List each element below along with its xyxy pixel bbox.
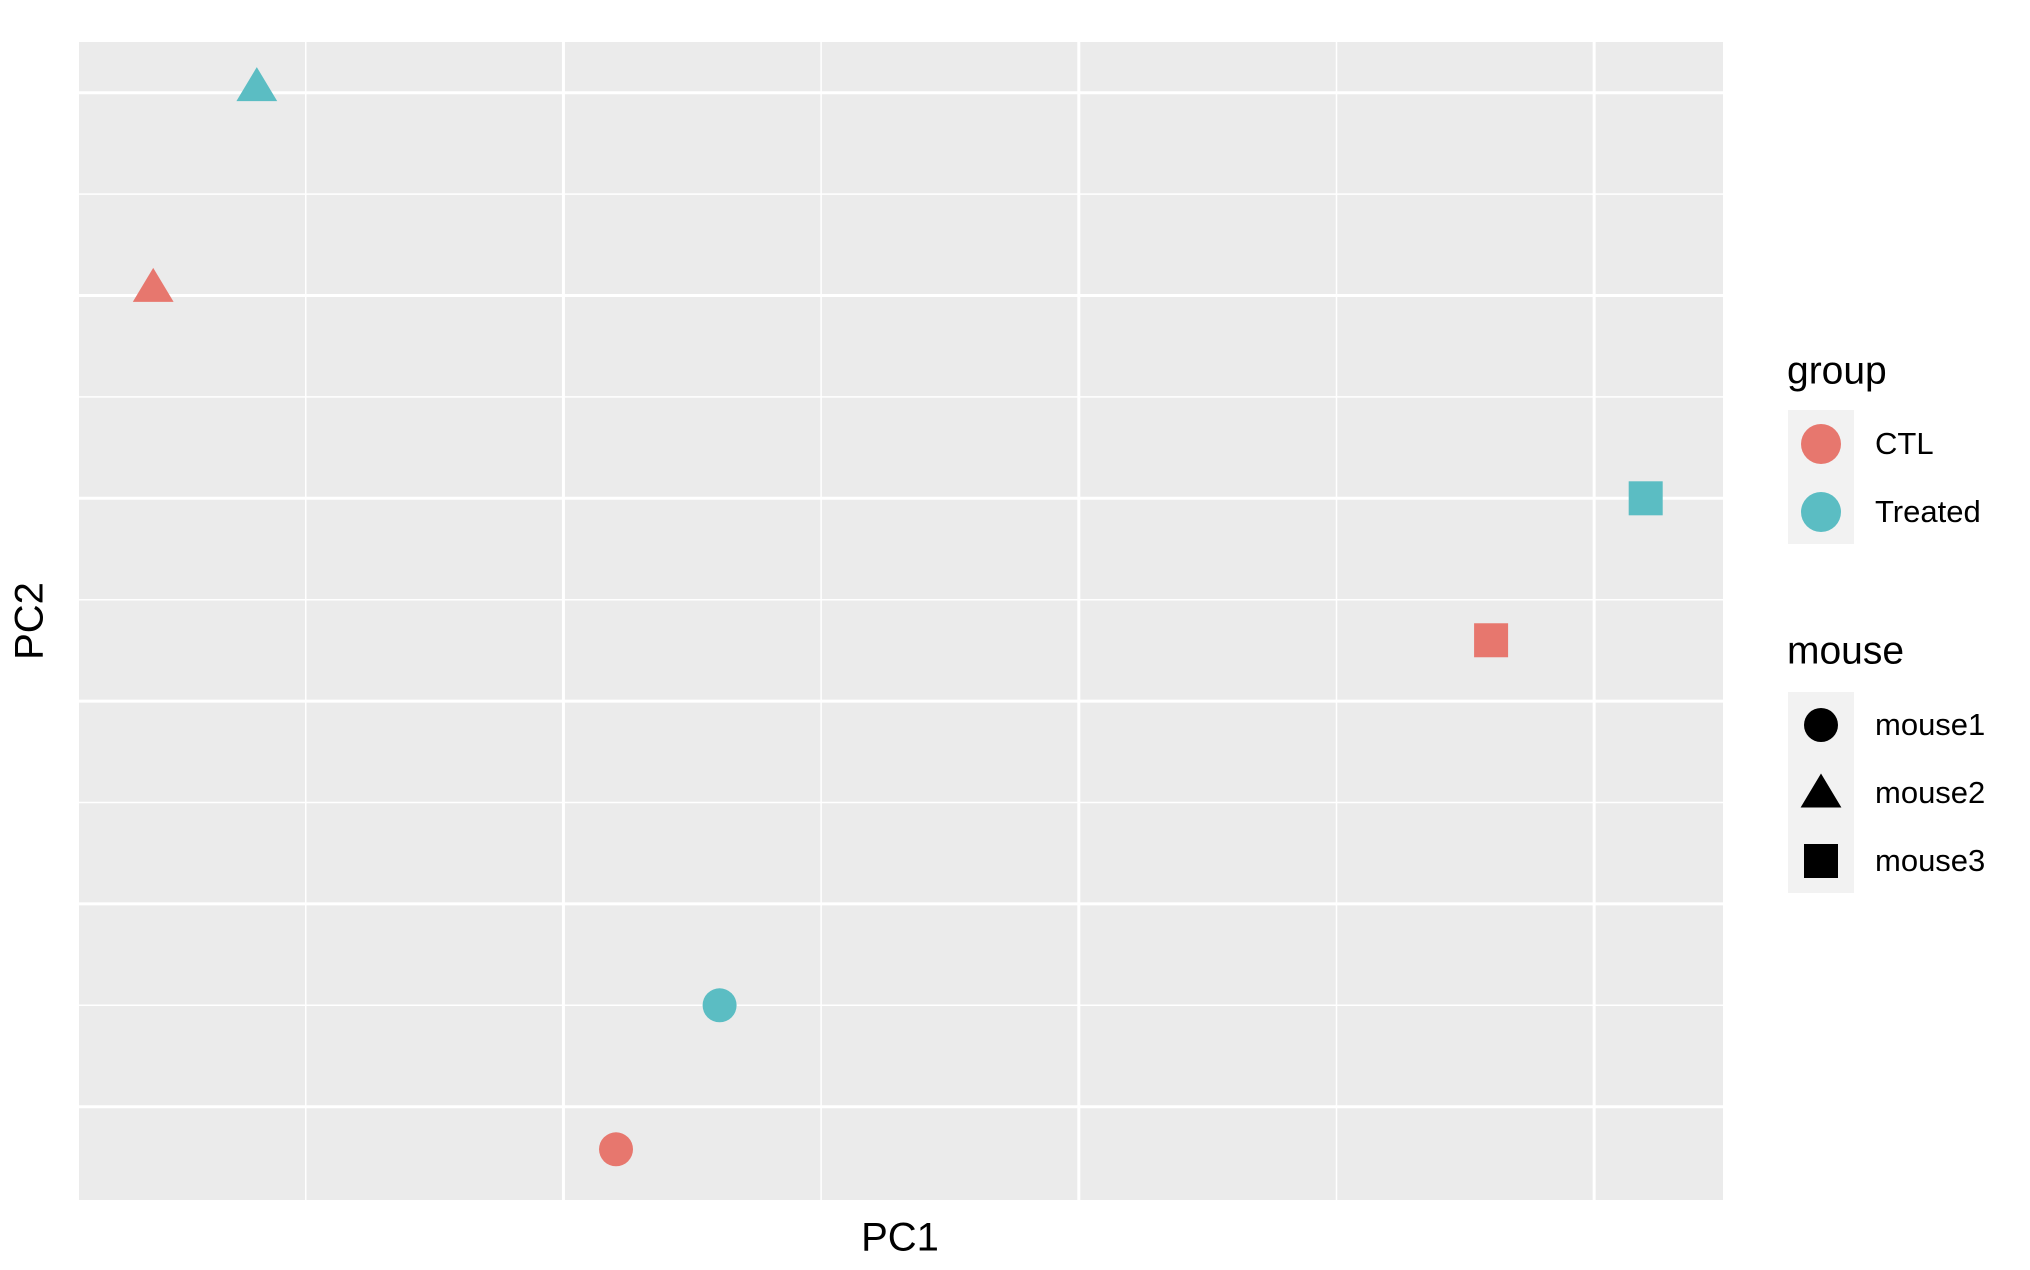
panel <box>79 42 1723 1200</box>
legend-label: mouse1 <box>1875 707 1985 742</box>
point <box>236 67 278 102</box>
point <box>599 1132 634 1167</box>
point <box>1474 623 1509 658</box>
x-axis-label: PC1 <box>861 1216 939 1260</box>
point <box>1628 481 1663 516</box>
y-axis-label: PC2 <box>8 582 52 660</box>
legend-title: mouse <box>1787 629 1904 672</box>
legend-title: group <box>1787 349 1887 392</box>
point <box>132 267 174 302</box>
legend-key <box>1800 773 1842 808</box>
legend-label: mouse2 <box>1875 775 1985 810</box>
legend-key <box>1801 492 1841 532</box>
legend-label: CTL <box>1875 426 1934 461</box>
point <box>702 988 737 1023</box>
legend-label: Treated <box>1875 494 1981 529</box>
legend-label: mouse3 <box>1875 843 1985 878</box>
legend-key <box>1801 424 1841 464</box>
legend-key <box>1804 844 1838 878</box>
legend-key <box>1804 708 1838 742</box>
